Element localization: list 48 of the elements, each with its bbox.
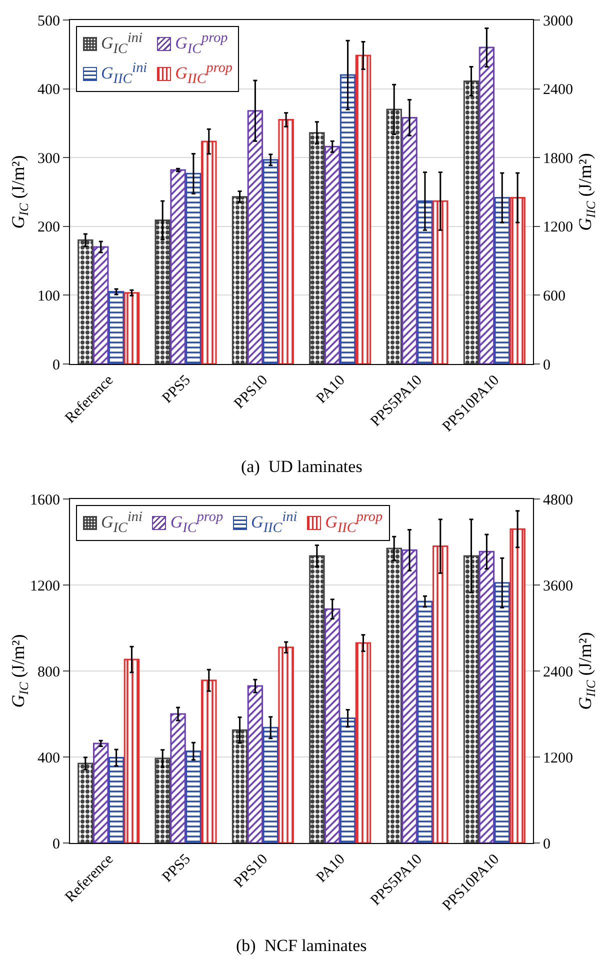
bar xyxy=(463,80,480,364)
bar xyxy=(386,108,402,364)
y2-tick-label: 1200 xyxy=(543,750,573,766)
y2-tick-label: 3600 xyxy=(543,578,573,594)
y-tick-label: 0 xyxy=(52,357,60,374)
bar xyxy=(278,646,294,843)
text: (a) UD laminates xyxy=(241,457,362,476)
y-tick-label: 200 xyxy=(38,220,60,236)
bar xyxy=(386,548,402,843)
bar xyxy=(154,758,170,843)
bar xyxy=(232,196,248,364)
y2-tick-label: 4800 xyxy=(543,492,573,508)
bar xyxy=(232,729,248,843)
y2-tick-label: 1800 xyxy=(543,150,573,167)
y-tick-label: 0 xyxy=(52,836,60,852)
y-tick-label: 500 xyxy=(38,13,60,30)
bar xyxy=(510,196,526,364)
y-tick-label: 400 xyxy=(38,82,60,98)
bar xyxy=(432,546,448,843)
bar xyxy=(432,200,448,364)
bar xyxy=(154,219,170,364)
y-tick-label: 1600 xyxy=(30,492,60,508)
bar xyxy=(355,642,372,843)
bar xyxy=(309,555,325,843)
bar xyxy=(278,119,294,364)
y-tick-label: 1200 xyxy=(30,578,60,594)
y-tick-label: 100 xyxy=(38,288,60,304)
y2-tick-label: 600 xyxy=(543,288,566,304)
bar xyxy=(201,140,217,364)
y-tick-label: 400 xyxy=(38,750,60,766)
bar xyxy=(201,680,217,843)
text: (b) NCF laminates xyxy=(236,936,367,955)
y-tick-label: 300 xyxy=(38,150,60,167)
bar xyxy=(78,239,94,364)
bar xyxy=(309,132,325,364)
y2-tick-label: 1200 xyxy=(543,220,573,236)
y2-tick-label: 2400 xyxy=(543,664,573,680)
y2-tick-label: 2400 xyxy=(543,82,573,98)
y2-tick-label: 0 xyxy=(543,836,550,852)
y2-tick-label: 0 xyxy=(543,357,550,374)
bar xyxy=(124,658,140,843)
bar xyxy=(510,528,526,843)
y2-tick-label: 3000 xyxy=(543,13,573,30)
bar xyxy=(355,54,372,364)
bar xyxy=(124,292,140,364)
bar xyxy=(463,555,480,843)
y-tick-label: 800 xyxy=(38,664,60,680)
bar xyxy=(78,762,94,843)
